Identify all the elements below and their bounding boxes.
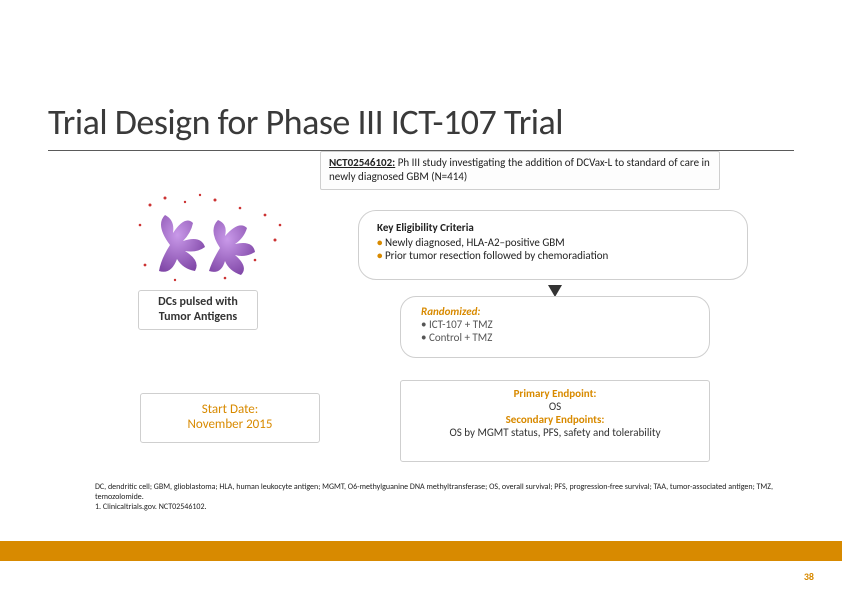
endpoints-box: Primary Endpoint: OS Secondary Endpoints… — [400, 380, 710, 462]
primary-endpoint-heading: Primary Endpoint: — [411, 387, 699, 400]
footnotes: DC, dendritic cell; GBM, glioblastoma; H… — [95, 482, 775, 512]
dc-label-box: DCs pulsed with Tumor Antigens — [138, 290, 258, 330]
eligibility-heading: Key Eligibility Criteria — [377, 221, 729, 234]
accent-bar — [0, 541, 842, 561]
randomized-heading: Randomized: — [421, 305, 689, 318]
study-description-box: NCT02546102: Ph III study investigating … — [320, 151, 720, 190]
randomized-box: Randomized: ICT-107 + TMZ Control + TMZ — [400, 296, 710, 358]
dendritic-cell-illustration — [125, 190, 290, 290]
eligibility-item: Prior tumor resection followed by chemor… — [377, 249, 729, 262]
page-number: 38 — [804, 570, 814, 583]
randomized-list: ICT-107 + TMZ Control + TMZ — [421, 318, 689, 344]
eligibility-list: Newly diagnosed, HLA-A2–positive GBM Pri… — [377, 236, 729, 262]
secondary-endpoint-heading: Secondary Endpoints: — [411, 413, 699, 426]
eligibility-item: Newly diagnosed, HLA-A2–positive GBM — [377, 236, 729, 249]
slide: Trial Design for Phase III ICT-107 Trial… — [0, 0, 842, 595]
start-date-value: November 2015 — [149, 417, 311, 432]
reference: 1. Clinicaltrials.gov. NCT02546102. — [95, 502, 775, 512]
start-date-label: Start Date: — [149, 402, 311, 417]
randomized-item: ICT-107 + TMZ — [421, 318, 689, 331]
slide-title: Trial Design for Phase III ICT-107 Trial — [48, 100, 794, 151]
secondary-endpoints: OS by MGMT status, PFS, safety and toler… — [411, 426, 699, 439]
abbreviations: DC, dendritic cell; GBM, glioblastoma; H… — [95, 482, 775, 502]
eligibility-box: Key Eligibility Criteria Newly diagnosed… — [358, 210, 748, 280]
randomized-item: Control + TMZ — [421, 331, 689, 344]
primary-endpoint: OS — [411, 400, 699, 413]
start-date-box: Start Date: November 2015 — [140, 393, 320, 443]
nct-id: NCT02546102: — [329, 156, 395, 169]
